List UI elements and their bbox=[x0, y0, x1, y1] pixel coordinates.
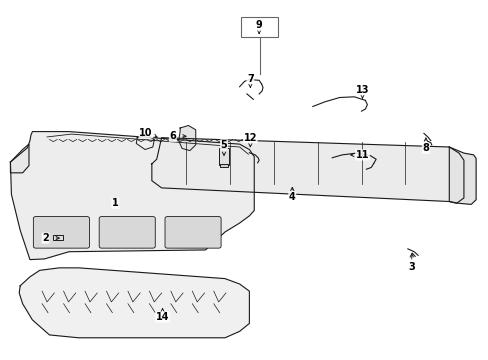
Text: 1: 1 bbox=[112, 198, 119, 208]
Text: 9: 9 bbox=[255, 20, 262, 30]
Polygon shape bbox=[10, 144, 29, 173]
Bar bbox=[218, 148, 229, 165]
Polygon shape bbox=[152, 138, 463, 203]
Text: 8: 8 bbox=[422, 143, 428, 153]
Text: 11: 11 bbox=[355, 150, 368, 160]
Bar bbox=[53, 234, 63, 240]
Polygon shape bbox=[10, 132, 254, 260]
Text: 2: 2 bbox=[42, 233, 49, 243]
FancyBboxPatch shape bbox=[33, 217, 89, 248]
Text: 14: 14 bbox=[156, 312, 169, 322]
FancyBboxPatch shape bbox=[99, 217, 155, 248]
Polygon shape bbox=[19, 268, 249, 338]
Text: 5: 5 bbox=[220, 140, 227, 150]
Text: 12: 12 bbox=[243, 133, 257, 143]
FancyBboxPatch shape bbox=[164, 217, 221, 248]
Polygon shape bbox=[136, 135, 154, 149]
Text: 7: 7 bbox=[246, 73, 253, 84]
Text: 13: 13 bbox=[355, 85, 368, 95]
Polygon shape bbox=[178, 126, 195, 150]
Text: 3: 3 bbox=[407, 262, 414, 272]
Bar bbox=[220, 163, 227, 167]
Text: 6: 6 bbox=[169, 131, 176, 141]
Text: 4: 4 bbox=[288, 192, 295, 202]
Bar bbox=[241, 17, 278, 37]
Text: 10: 10 bbox=[139, 128, 152, 138]
Polygon shape bbox=[448, 147, 475, 204]
